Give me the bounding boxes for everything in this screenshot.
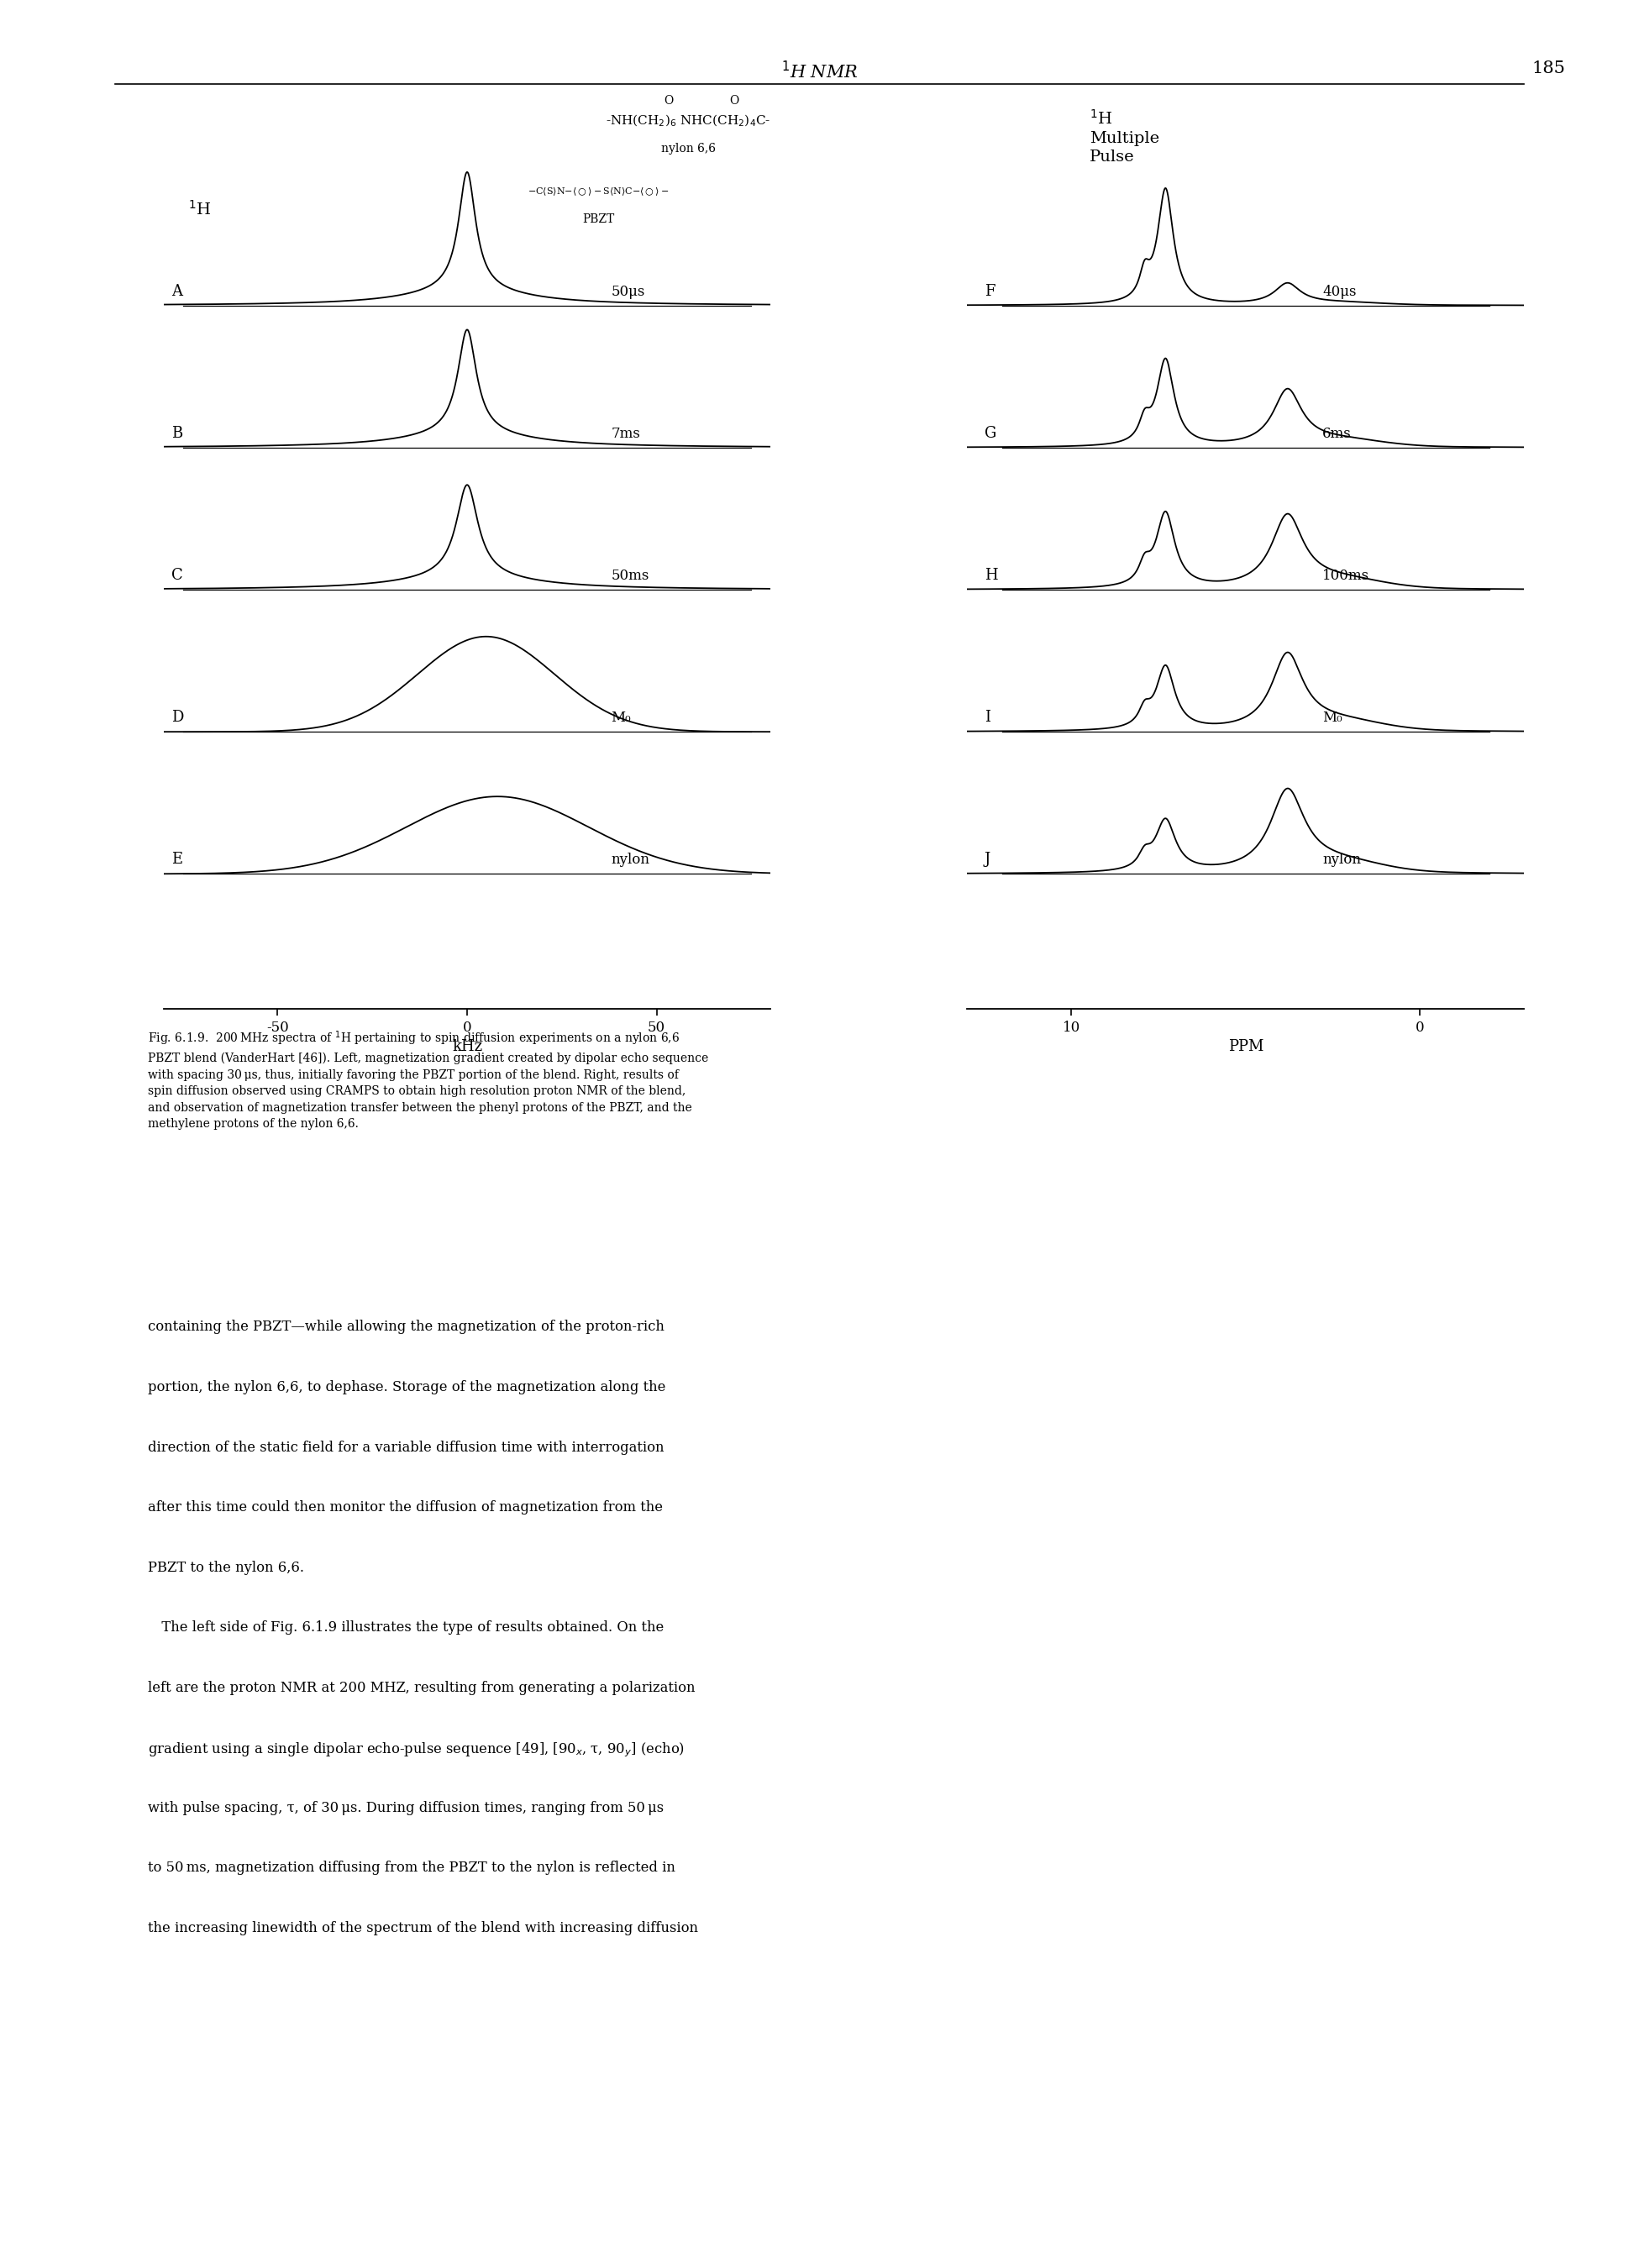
Text: A: A bbox=[172, 284, 182, 299]
X-axis label: kHz: kHz bbox=[452, 1039, 482, 1055]
Text: $^{1}$H
Multiple
Pulse: $^{1}$H Multiple Pulse bbox=[1090, 109, 1160, 166]
Text: PBZT: PBZT bbox=[582, 213, 615, 225]
Text: H: H bbox=[985, 567, 998, 583]
Text: Fig. 6.1.9.  200 MHz spectra of $^{1}$H pertaining to spin diffusion experiments: Fig. 6.1.9. 200 MHz spectra of $^{1}$H p… bbox=[148, 1030, 708, 1129]
Text: after this time could then monitor the diffusion of magnetization from the: after this time could then monitor the d… bbox=[148, 1501, 662, 1515]
Text: 40μs: 40μs bbox=[1323, 284, 1357, 299]
Text: 6ms: 6ms bbox=[1323, 426, 1352, 440]
Text: G: G bbox=[985, 426, 997, 440]
Text: C: C bbox=[172, 567, 184, 583]
Text: with pulse spacing, τ, of 30 μs. During diffusion times, ranging from 50 μs: with pulse spacing, τ, of 30 μs. During … bbox=[148, 1801, 664, 1814]
Text: 185: 185 bbox=[1532, 59, 1565, 77]
Text: E: E bbox=[172, 853, 182, 866]
Text: $^{1}$H: $^{1}$H bbox=[188, 200, 211, 218]
X-axis label: PPM: PPM bbox=[1228, 1039, 1264, 1055]
Text: PBZT to the nylon 6,6.: PBZT to the nylon 6,6. bbox=[148, 1560, 303, 1574]
Text: J: J bbox=[985, 853, 990, 866]
Text: gradient using a single dipolar echo-pulse sequence [49], [90$_x$, τ, 90$_y$] (e: gradient using a single dipolar echo-pul… bbox=[148, 1742, 685, 1760]
Text: D: D bbox=[172, 710, 184, 726]
Text: 50μs: 50μs bbox=[611, 284, 646, 299]
Text: the increasing linewidth of the spectrum of the blend with increasing diffusion: the increasing linewidth of the spectrum… bbox=[148, 1921, 698, 1935]
Text: -NH(CH$_2$)$_6$ NHC(CH$_2$)$_4$C-: -NH(CH$_2$)$_6$ NHC(CH$_2$)$_4$C- bbox=[606, 113, 770, 129]
Text: nylon: nylon bbox=[1323, 853, 1360, 866]
Text: $-$C$\langle$S$\rangle$N$-\langle\bigcirc\rangle-$S$\langle$N$\rangle$C$-\langle: $-$C$\langle$S$\rangle$N$-\langle\bigcir… bbox=[528, 186, 669, 197]
Text: O: O bbox=[664, 95, 674, 107]
Text: nylon 6,6: nylon 6,6 bbox=[661, 143, 716, 154]
Text: containing the PBZT—while allowing the magnetization of the proton-rich: containing the PBZT—while allowing the m… bbox=[148, 1320, 664, 1334]
Text: 100ms: 100ms bbox=[1323, 569, 1370, 583]
Text: 50ms: 50ms bbox=[611, 569, 649, 583]
Text: O: O bbox=[729, 95, 739, 107]
Text: F: F bbox=[985, 284, 995, 299]
Text: $^{1}$H NMR: $^{1}$H NMR bbox=[782, 59, 857, 82]
Text: left are the proton NMR at 200 MHZ, resulting from generating a polarization: left are the proton NMR at 200 MHZ, resu… bbox=[148, 1681, 695, 1694]
Text: to 50 ms, magnetization diffusing from the PBZT to the nylon is reflected in: to 50 ms, magnetization diffusing from t… bbox=[148, 1860, 675, 1876]
Text: The left side of Fig. 6.1.9 illustrates the type of results obtained. On the: The left side of Fig. 6.1.9 illustrates … bbox=[148, 1619, 664, 1635]
Text: B: B bbox=[172, 426, 182, 440]
Text: nylon: nylon bbox=[611, 853, 649, 866]
Text: I: I bbox=[985, 710, 990, 726]
Text: M₀: M₀ bbox=[1323, 710, 1342, 726]
Text: direction of the static field for a variable diffusion time with interrogation: direction of the static field for a vari… bbox=[148, 1440, 664, 1454]
Text: portion, the nylon 6,6, to dephase. Storage of the magnetization along the: portion, the nylon 6,6, to dephase. Stor… bbox=[148, 1379, 665, 1395]
Text: 7ms: 7ms bbox=[611, 426, 641, 440]
Text: M₀: M₀ bbox=[611, 710, 631, 726]
